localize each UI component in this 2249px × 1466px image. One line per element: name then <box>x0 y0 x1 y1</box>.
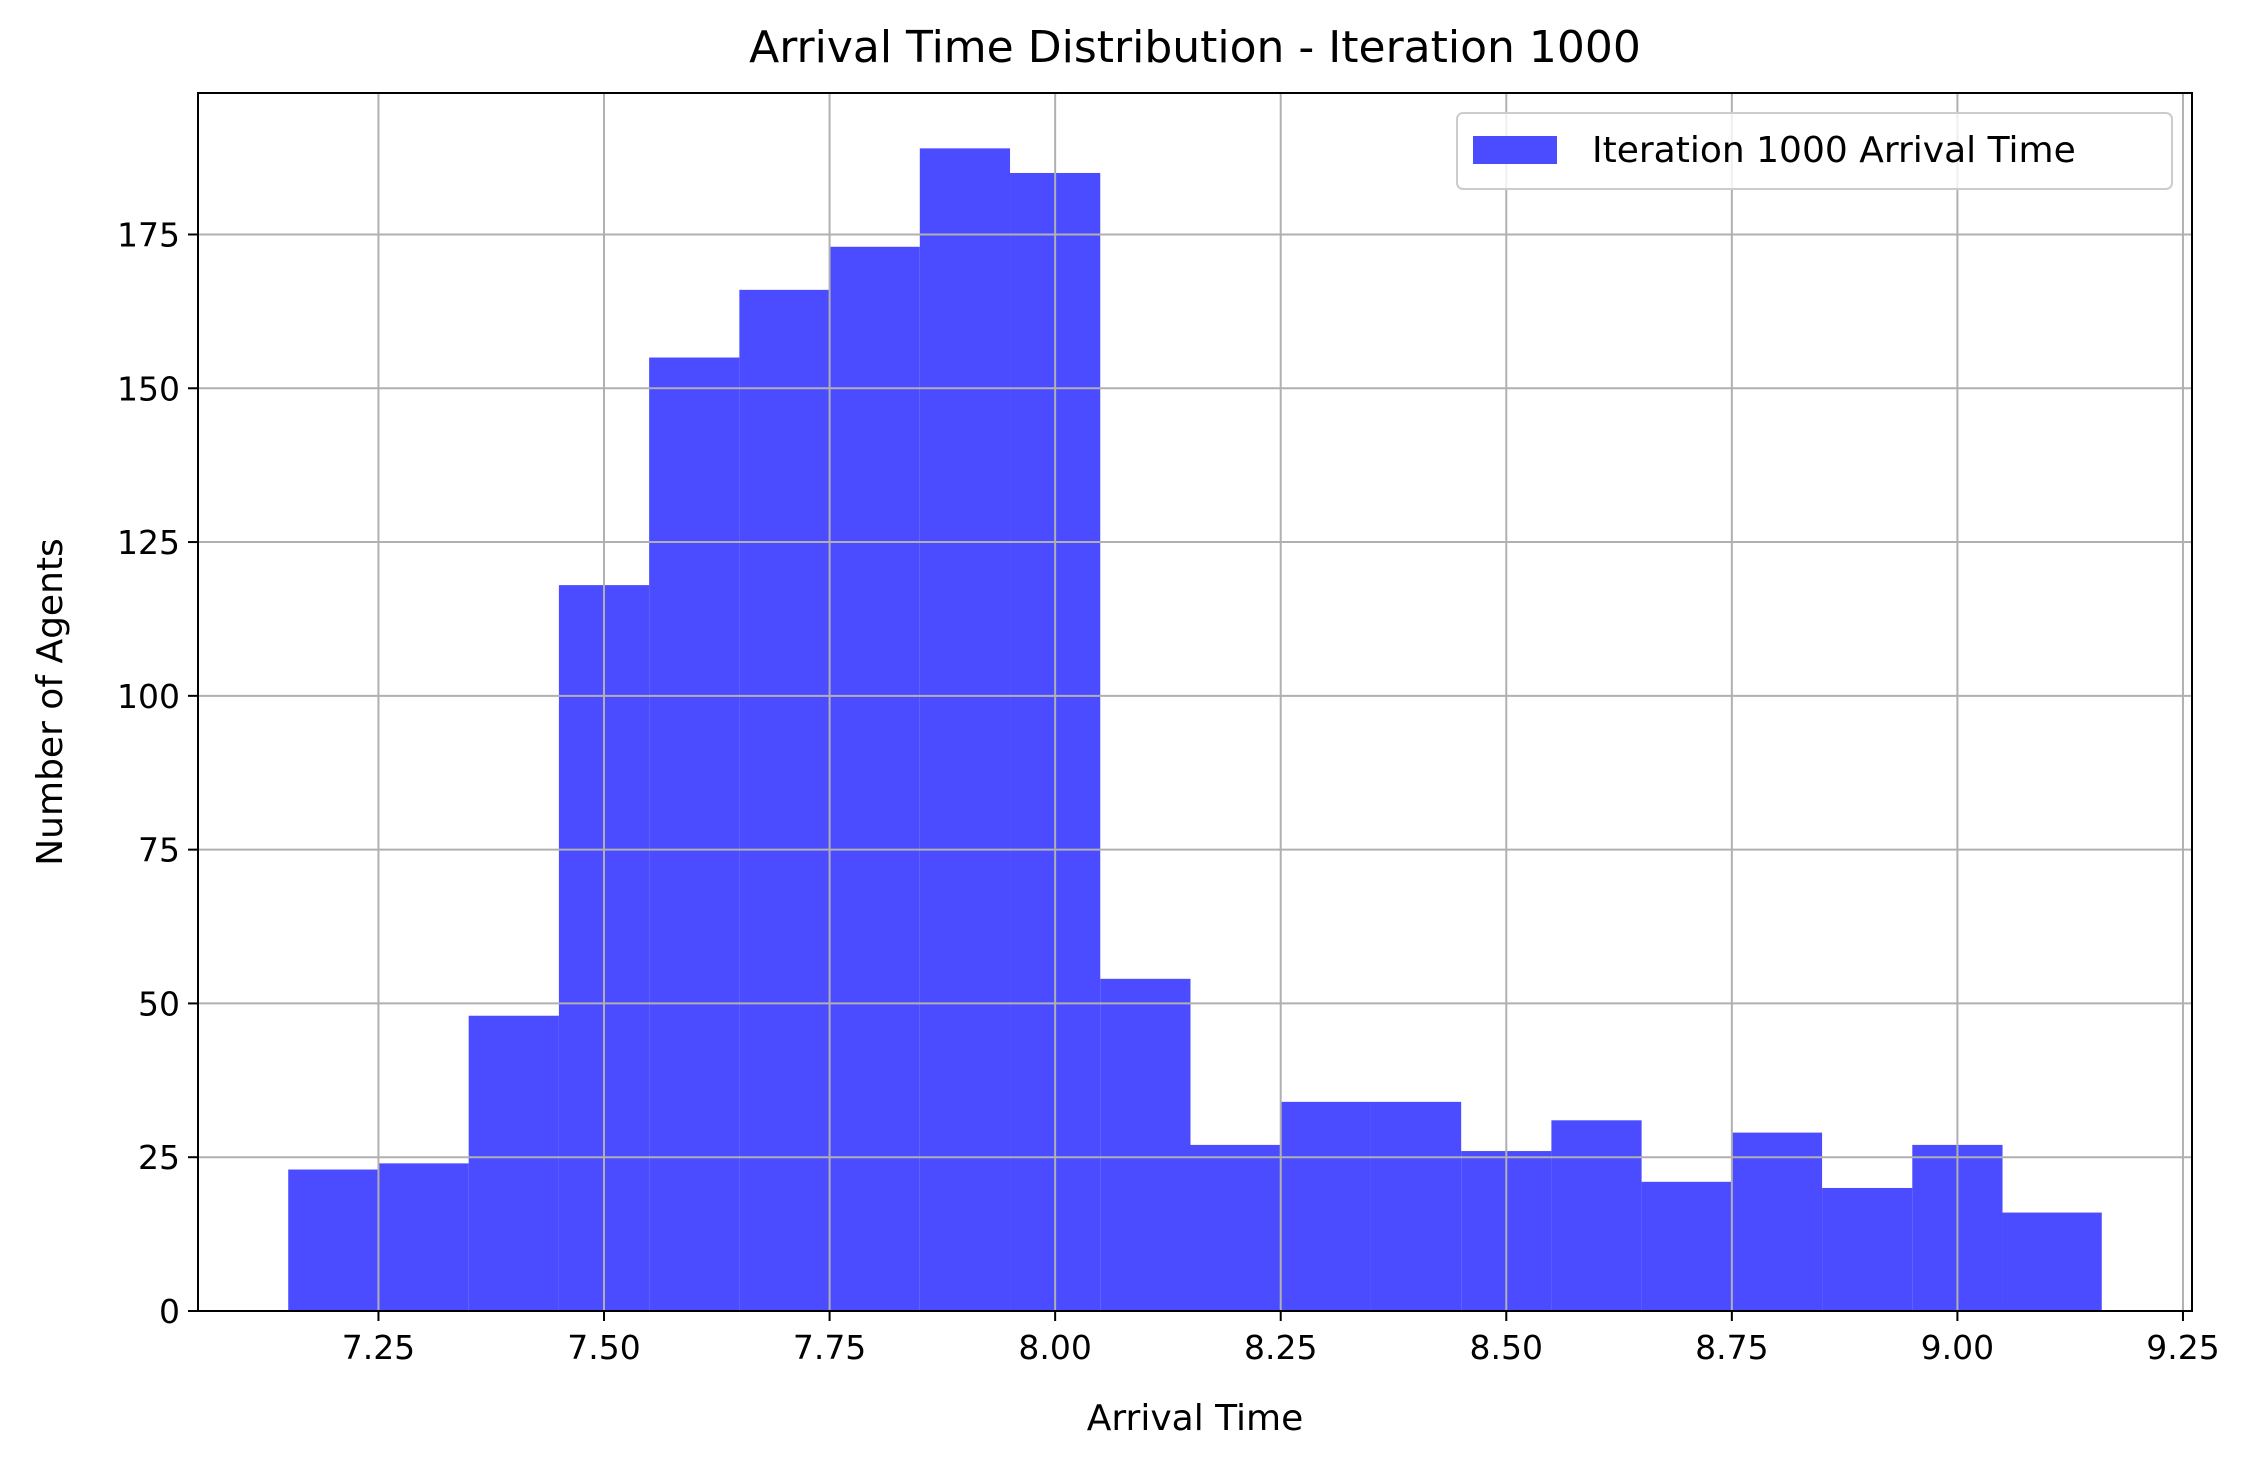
x-tick-label: 7.25 <box>342 1328 415 1367</box>
y-axis: 0 25 50 75 100 125 150 175 <box>117 215 198 1331</box>
x-tick-label: 8.00 <box>1018 1328 1091 1367</box>
histogram-bar <box>2002 1212 2102 1311</box>
y-tick-label: 125 <box>117 523 180 562</box>
histogram-bar <box>468 1015 559 1311</box>
y-tick-label: 25 <box>138 1138 180 1177</box>
y-tick-label: 0 <box>159 1292 180 1331</box>
y-tick-label: 150 <box>117 369 180 408</box>
histogram-bar <box>1641 1181 1732 1311</box>
x-tick-label: 7.50 <box>567 1328 640 1367</box>
histogram-bar <box>1551 1120 1642 1311</box>
y-tick-label: 75 <box>138 831 180 870</box>
y-tick-label: 100 <box>117 677 180 716</box>
y-tick-label: 50 <box>138 984 180 1023</box>
histogram-bar <box>1280 1101 1371 1311</box>
histogram-bar <box>1100 978 1191 1311</box>
plot-frame <box>197 92 2193 1312</box>
histogram-bar <box>649 357 740 1311</box>
histogram-bar <box>739 289 830 1311</box>
histogram-bar <box>1731 1132 1823 1311</box>
x-tick-label: 8.25 <box>1244 1328 1317 1367</box>
y-axis-label: Number of Agents <box>30 538 71 866</box>
x-tick-label: 9.25 <box>2146 1328 2219 1367</box>
histogram-bar <box>1822 1187 1913 1311</box>
x-axis-label: Arrival Time <box>1087 1398 1304 1439</box>
x-axis: 7.25 7.50 7.75 8.00 8.25 8.50 8.75 9.00 9.25 <box>342 1311 2220 1367</box>
legend-label: Iteration 1000 Arrival Time <box>1592 130 2076 171</box>
histogram-bar <box>1190 1144 1281 1311</box>
histogram-bar <box>378 1163 469 1311</box>
x-tick-label: 7.75 <box>793 1328 866 1367</box>
histogram-bar <box>919 148 1011 1311</box>
y-tick-label: 175 <box>117 215 180 254</box>
histogram-bar <box>829 246 920 1312</box>
x-tick-label: 8.50 <box>1470 1328 1543 1367</box>
legend-box <box>1456 112 2173 190</box>
histogram-bar <box>288 1169 379 1311</box>
legend: Iteration 1000 Arrival Time <box>1456 112 2173 190</box>
histogram-bar <box>1370 1101 1462 1311</box>
chart-title: Arrival Time Distribution - Iteration 10… <box>749 22 1641 73</box>
x-tick-label: 9.00 <box>1921 1328 1994 1367</box>
x-tick-label: 8.75 <box>1695 1328 1768 1367</box>
legend-swatch <box>1473 136 1557 164</box>
